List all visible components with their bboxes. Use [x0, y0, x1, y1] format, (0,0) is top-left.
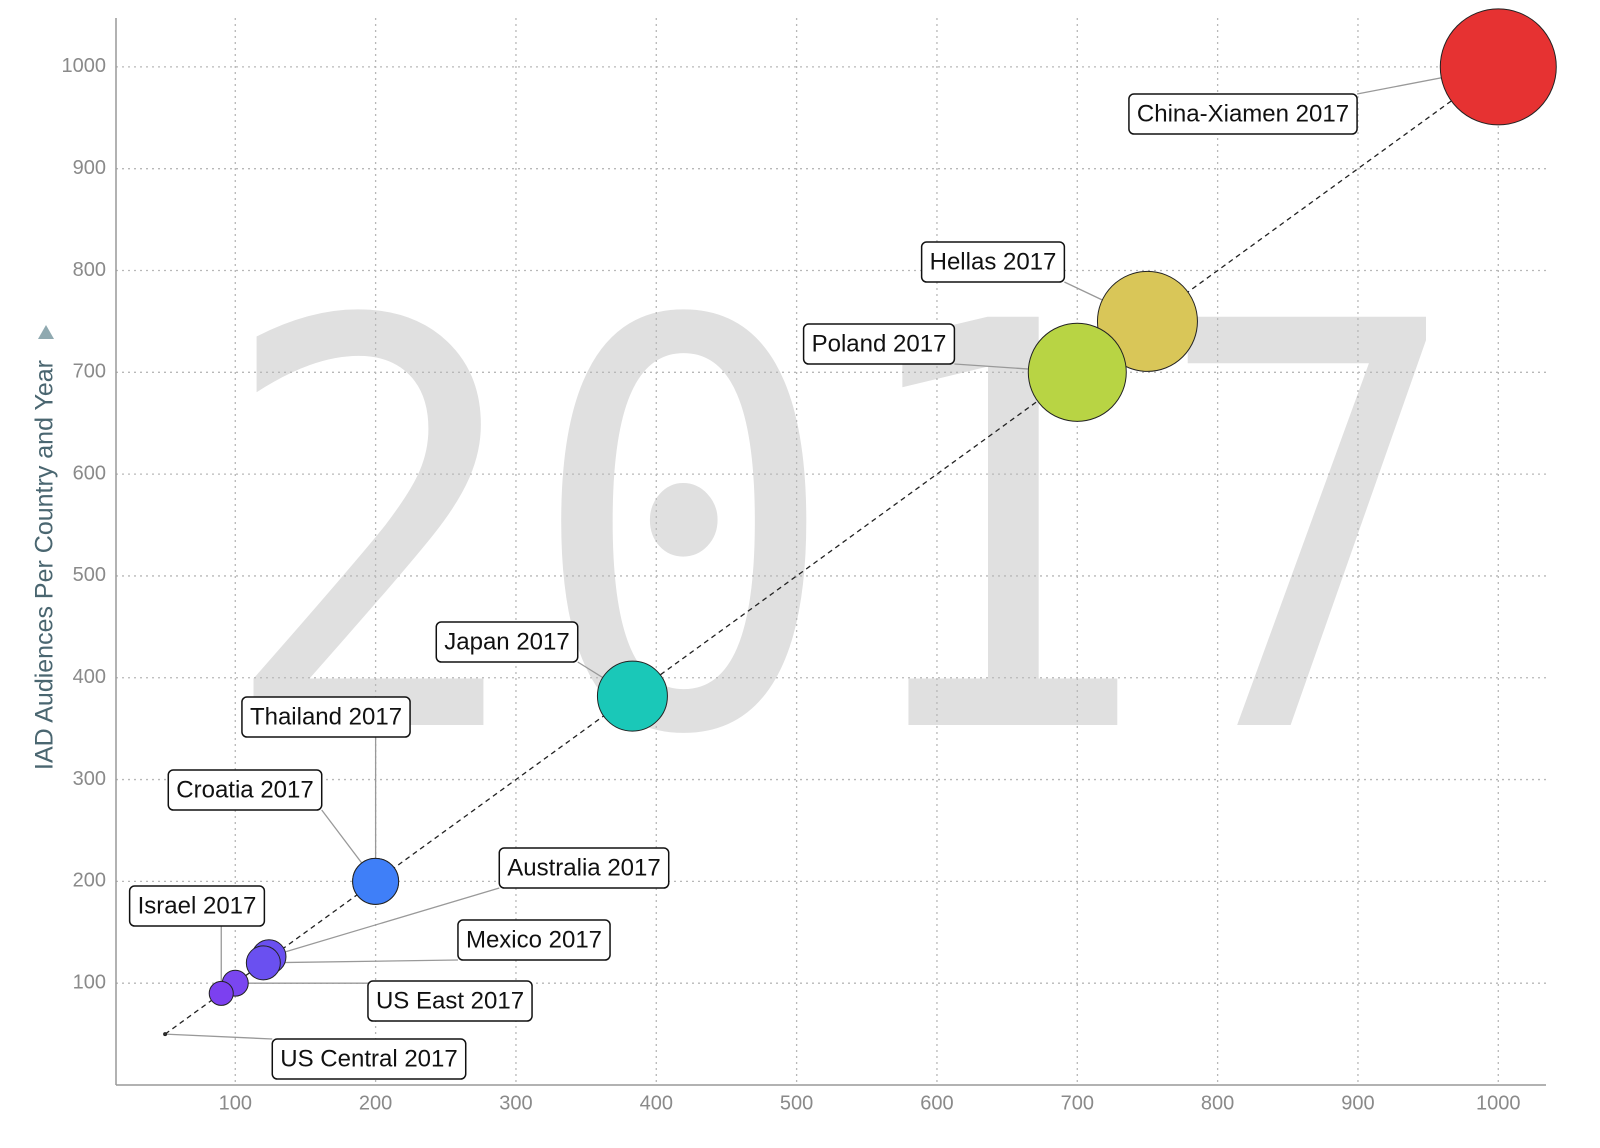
bubble-label: Croatia 2017: [176, 776, 313, 803]
bubble-label: Australia 2017: [507, 854, 660, 881]
bubble: [352, 857, 400, 905]
bubble-label: China-Xiamen 2017: [1137, 100, 1349, 127]
x-tick-label: 1000: [1476, 1092, 1521, 1114]
bubble: [1439, 8, 1557, 126]
bubble-label: Poland 2017: [812, 330, 947, 357]
y-tick-label: 600: [73, 462, 106, 484]
leader-line: [165, 1033, 273, 1040]
label-box: [457, 919, 611, 961]
x-tick-label: 800: [1201, 1092, 1234, 1114]
bubble-label: Japan 2017: [444, 628, 569, 655]
watermark-layer: 2017: [215, 206, 1465, 858]
x-tick-label: 500: [780, 1092, 813, 1114]
label-box: [1128, 93, 1358, 135]
label-box: [241, 696, 411, 738]
y-axis-title: IAD Audiences Per Country and Year: [31, 360, 59, 770]
plot-layer: China-Xiamen 2017 Hellas 2017 Poland 2017 J…: [128, 8, 1557, 1080]
bubble: [596, 660, 668, 732]
y-tick-label: 400: [73, 666, 106, 688]
bubble-label: Thailand 2017: [250, 703, 402, 730]
y-tick-label: 900: [73, 157, 106, 179]
label-box: [128, 885, 266, 927]
y-tick-label: 800: [73, 259, 106, 281]
x-tick-label: 100: [219, 1092, 252, 1114]
label-box: [271, 1038, 467, 1080]
label-box: [167, 769, 323, 811]
y-tick-label: 200: [73, 870, 106, 892]
x-tick-label: 200: [359, 1092, 392, 1114]
y-tick-label: 300: [73, 768, 106, 790]
x-tick-label: 300: [499, 1092, 532, 1114]
label-box: [435, 621, 579, 663]
bubble: [208, 980, 234, 1006]
bubble: [245, 945, 281, 981]
y-tick-label: 1000: [62, 55, 107, 77]
bubble: [1027, 322, 1127, 422]
bubble-label: Israel 2017: [138, 892, 257, 919]
label-box: [367, 980, 533, 1022]
bubble-label: US Central 2017: [280, 1045, 457, 1072]
y-axis-title-group: IAD Audiences Per Country and Year: [31, 325, 59, 770]
label-box: [802, 323, 956, 365]
y-tick-label: 700: [73, 361, 106, 383]
grid-layer: 100 200 300 400 500 600 700 800 900 1000 100 200 300…: [62, 18, 1546, 1114]
leader-line: [268, 887, 500, 958]
bubble-label: Hellas 2017: [930, 248, 1057, 275]
y-tick-label: 500: [73, 564, 106, 586]
x-tick-label: 700: [1061, 1092, 1094, 1114]
leader-line: [263, 959, 458, 964]
x-tick-label: 600: [920, 1092, 953, 1114]
bubble-label: Mexico 2017: [466, 926, 602, 953]
x-tick-label: 900: [1341, 1092, 1374, 1114]
x-tick-label: 400: [640, 1092, 673, 1114]
bubble: [1096, 270, 1198, 372]
bubble-label: US East 2017: [376, 987, 524, 1014]
bubble: [163, 1032, 168, 1037]
label-box: [920, 241, 1066, 283]
y-tick-label: 100: [73, 971, 106, 993]
year-watermark: 2017: [215, 206, 1465, 858]
label-box: [498, 847, 670, 889]
sort-indicator: [38, 325, 54, 339]
